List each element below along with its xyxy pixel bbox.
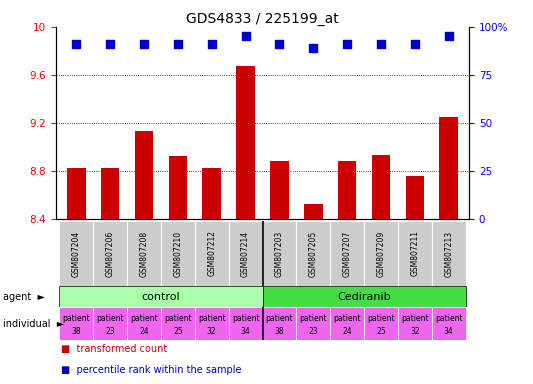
Bar: [270, 161, 289, 219]
Text: patient: patient: [367, 314, 395, 323]
Point: [72, 41, 80, 47]
Text: GSM807210: GSM807210: [173, 230, 182, 276]
Bar: [161, 307, 195, 340]
Bar: [432, 307, 466, 340]
Point: [106, 41, 115, 47]
Text: GSM807209: GSM807209: [376, 230, 385, 276]
Bar: [296, 221, 330, 286]
Point: [445, 33, 453, 40]
Text: GSM807208: GSM807208: [140, 230, 149, 276]
Text: control: control: [142, 291, 180, 302]
Bar: [364, 307, 398, 340]
Point: [207, 41, 216, 47]
Bar: [330, 221, 364, 286]
Text: 23: 23: [106, 327, 115, 336]
Text: agent  ►: agent ►: [3, 291, 45, 302]
Bar: [439, 117, 458, 219]
Text: patient: patient: [300, 314, 327, 323]
Point: [241, 33, 250, 40]
Bar: [168, 157, 187, 219]
Bar: [135, 131, 154, 219]
Text: 32: 32: [410, 327, 419, 336]
Bar: [93, 307, 127, 340]
Bar: [101, 169, 119, 219]
Point: [309, 45, 318, 51]
Point: [410, 41, 419, 47]
Bar: [195, 221, 229, 286]
Point: [343, 41, 351, 47]
Text: 38: 38: [274, 327, 284, 336]
Text: 38: 38: [71, 327, 81, 336]
Bar: [398, 307, 432, 340]
Text: patient: patient: [198, 314, 225, 323]
Bar: [432, 221, 466, 286]
Text: GSM807211: GSM807211: [410, 230, 419, 276]
Bar: [127, 307, 161, 340]
Bar: [263, 307, 296, 340]
Text: GSM807205: GSM807205: [309, 230, 318, 276]
Bar: [195, 307, 229, 340]
Text: ■  percentile rank within the sample: ■ percentile rank within the sample: [61, 365, 242, 375]
Text: 32: 32: [207, 327, 216, 336]
Bar: [330, 307, 364, 340]
Bar: [263, 221, 296, 286]
Bar: [59, 221, 93, 286]
Text: patient: patient: [232, 314, 260, 323]
Title: GDS4833 / 225199_at: GDS4833 / 225199_at: [186, 12, 339, 26]
Text: GSM807204: GSM807204: [72, 230, 81, 276]
Text: 25: 25: [173, 327, 183, 336]
Bar: [203, 169, 221, 219]
Bar: [59, 286, 263, 307]
Bar: [229, 221, 263, 286]
Bar: [59, 307, 93, 340]
Point: [140, 41, 148, 47]
Text: ■  transformed count: ■ transformed count: [61, 344, 167, 354]
Text: GSM807207: GSM807207: [343, 230, 352, 276]
Text: patient: patient: [164, 314, 192, 323]
Bar: [229, 307, 263, 340]
Bar: [364, 221, 398, 286]
Text: patient: patient: [130, 314, 158, 323]
Bar: [127, 221, 161, 286]
Point: [174, 41, 182, 47]
Text: GSM807214: GSM807214: [241, 230, 250, 276]
Text: 25: 25: [376, 327, 386, 336]
Bar: [398, 221, 432, 286]
Point: [275, 41, 284, 47]
Text: 34: 34: [241, 327, 251, 336]
Bar: [236, 66, 255, 219]
Bar: [372, 155, 390, 219]
Text: GSM807212: GSM807212: [207, 230, 216, 276]
Text: patient: patient: [401, 314, 429, 323]
Text: GSM807203: GSM807203: [275, 230, 284, 276]
Text: patient: patient: [435, 314, 463, 323]
Text: 24: 24: [139, 327, 149, 336]
Text: 34: 34: [444, 327, 454, 336]
Bar: [296, 307, 330, 340]
Bar: [406, 176, 424, 219]
Bar: [304, 205, 322, 219]
Text: individual  ►: individual ►: [3, 318, 64, 329]
Bar: [263, 286, 466, 307]
Bar: [338, 161, 357, 219]
Text: patient: patient: [333, 314, 361, 323]
Text: patient: patient: [96, 314, 124, 323]
Text: 24: 24: [342, 327, 352, 336]
Text: GSM807213: GSM807213: [444, 230, 453, 276]
Bar: [161, 221, 195, 286]
Text: 23: 23: [309, 327, 318, 336]
Text: patient: patient: [62, 314, 90, 323]
Text: GSM807206: GSM807206: [106, 230, 115, 276]
Text: patient: patient: [265, 314, 293, 323]
Bar: [67, 169, 86, 219]
Text: Cediranib: Cediranib: [337, 291, 391, 302]
Point: [377, 41, 385, 47]
Bar: [93, 221, 127, 286]
